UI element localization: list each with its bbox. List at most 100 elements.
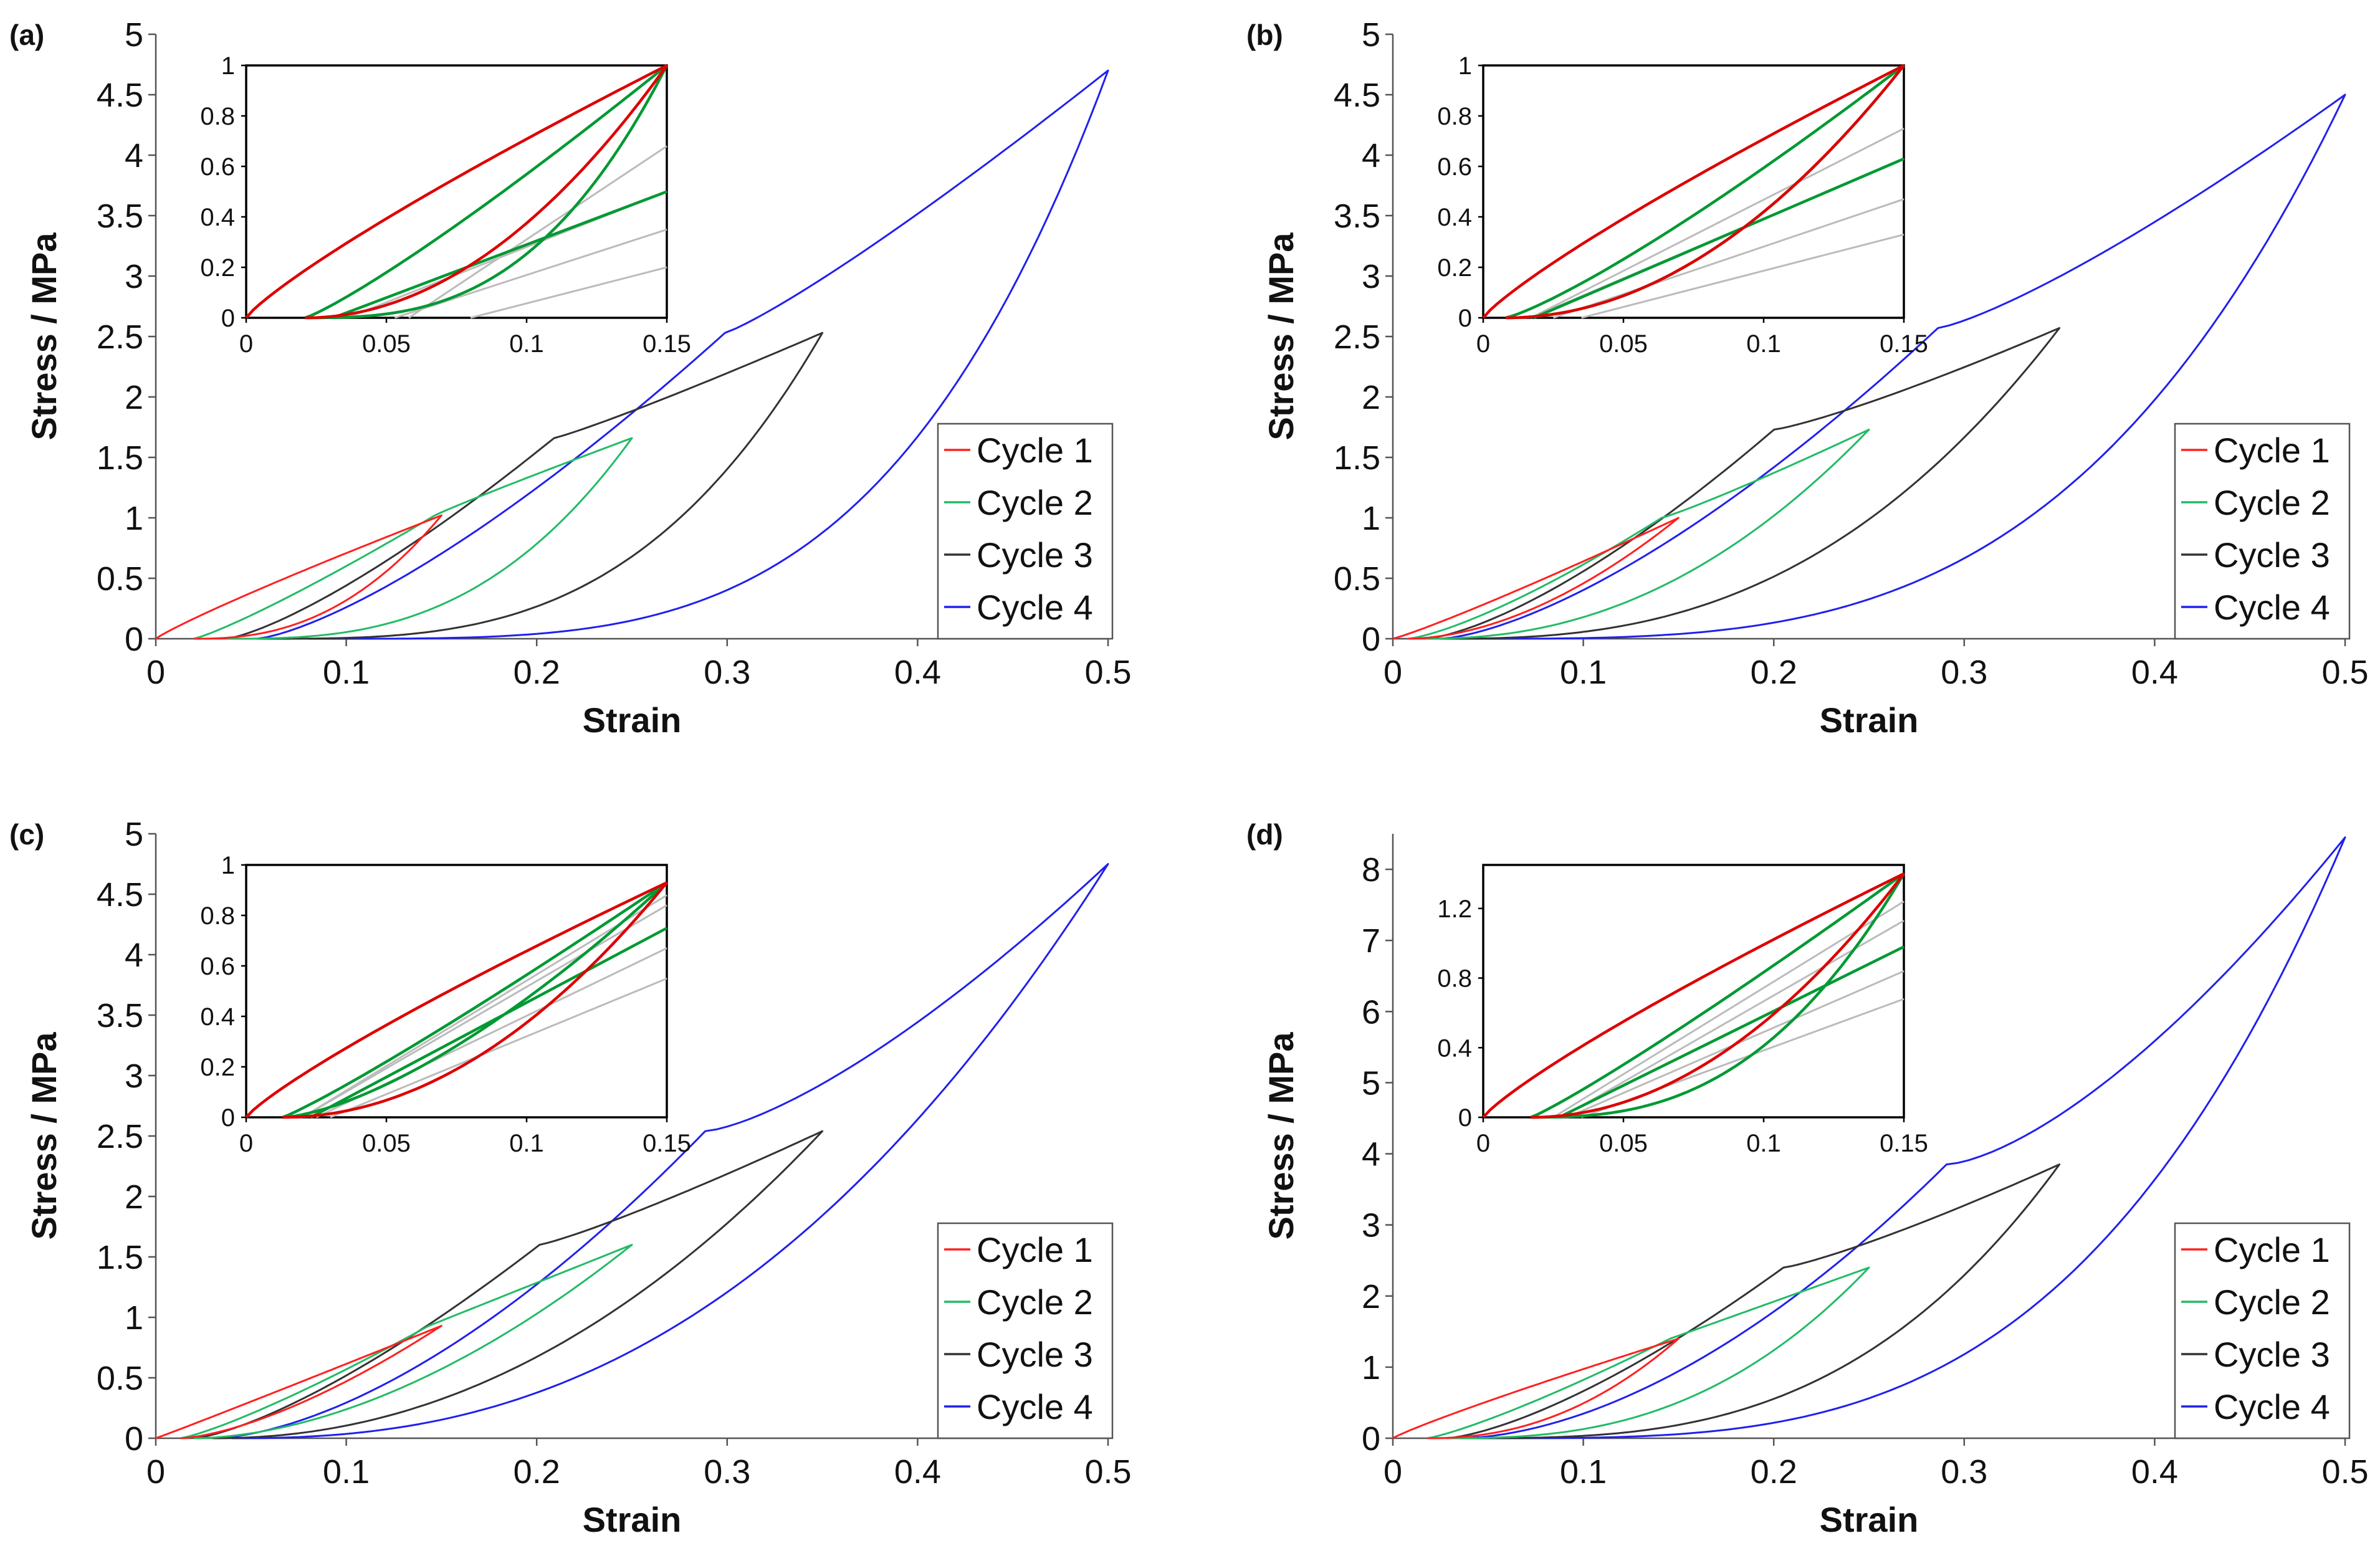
inset-y-tick-label: 0.8 bbox=[1437, 965, 1472, 993]
inset-chart: 0 0.05 0.1 0.15 0 0.2 0.4 0.6 0.8 1 bbox=[200, 852, 691, 1157]
x-tick-label: 0 bbox=[146, 654, 165, 691]
inset-frame bbox=[245, 64, 668, 319]
y-tick-label: 1 bbox=[1362, 500, 1380, 537]
legend-label: Cycle 1 bbox=[977, 431, 1093, 470]
inset-x-tick-label: 0.05 bbox=[1599, 330, 1648, 358]
legend-box bbox=[2174, 422, 2351, 640]
y-tick-label: 1 bbox=[125, 500, 143, 537]
x-axis-title: Strain bbox=[583, 700, 682, 740]
x-axis-title: Strain bbox=[1820, 1500, 1919, 1539]
series-line-cycle-3 bbox=[1425, 327, 2061, 640]
legend-label: Cycle 4 bbox=[977, 588, 1093, 627]
y-tick-label: 2.5 bbox=[1334, 318, 1380, 356]
legend-label: Cycle 2 bbox=[2214, 483, 2330, 522]
y-tick-label: 0 bbox=[125, 621, 143, 658]
y-tick-label: 2 bbox=[125, 379, 143, 416]
y-tick-label: 3 bbox=[125, 1057, 143, 1095]
inset-y-tick-label: 0 bbox=[221, 305, 235, 332]
y-tick-label: 4 bbox=[1362, 137, 1380, 174]
series-line-cycle-3 bbox=[226, 332, 824, 640]
inset-frame bbox=[1482, 64, 1905, 319]
y-tick-label: 5 bbox=[1362, 1064, 1380, 1102]
series-line-cycle-2 bbox=[1427, 1266, 1870, 1439]
y-tick-label: 3.5 bbox=[97, 198, 143, 235]
inset-y-tick-label: 0.2 bbox=[1437, 254, 1472, 282]
legend-label: Cycle 4 bbox=[2214, 1387, 2330, 1426]
inset-y-tick-label: 1 bbox=[221, 52, 235, 80]
panel-label: (c) bbox=[9, 818, 44, 851]
inset-chart: 0 0.05 0.1 0.15 0 0.2 0.4 0.6 0.8 1 bbox=[1437, 52, 1928, 358]
panel-label: (a) bbox=[9, 19, 44, 51]
y-tick-label: 6 bbox=[1362, 993, 1380, 1031]
inset-y-tick-label: 0.4 bbox=[1437, 1034, 1472, 1062]
inset-y-tick-label: 0.8 bbox=[200, 103, 235, 130]
inset-x-tick-label: 0.05 bbox=[362, 330, 411, 358]
y-tick-label: 4.5 bbox=[97, 876, 143, 914]
series-line-cycle-2 bbox=[193, 437, 633, 640]
y-tick-label: 1.5 bbox=[97, 1239, 143, 1276]
legend-label: Cycle 2 bbox=[977, 483, 1093, 522]
x-tick-label: 0.1 bbox=[1560, 654, 1607, 691]
x-tick-label: 0.4 bbox=[894, 1453, 941, 1491]
y-tick-label: 4 bbox=[125, 937, 143, 974]
inset-y-tick-label: 0.2 bbox=[200, 1054, 235, 1081]
inset-y-tick-label: 0.2 bbox=[200, 254, 235, 282]
inset-x-tick-label: 0.15 bbox=[1880, 330, 1928, 358]
inset-x-tick-label: 0.15 bbox=[643, 330, 691, 358]
inset-x-tick-label: 0.15 bbox=[1880, 1130, 1928, 1157]
x-tick-label: 0.4 bbox=[2131, 654, 2178, 691]
series-line-cycle-4 bbox=[1459, 836, 2346, 1439]
inset-grey-line bbox=[1553, 198, 1904, 319]
inset-y-tick-label: 0.6 bbox=[200, 153, 235, 181]
inset-x-tick-label: 0.1 bbox=[509, 1130, 544, 1157]
inset-chart: 0 0.05 0.1 0.15 0 0.2 0.4 0.6 0.8 1 bbox=[200, 52, 691, 358]
y-tick-label: 2.5 bbox=[97, 1118, 143, 1155]
x-axis-title: Strain bbox=[583, 1500, 682, 1539]
inset-cycle-2-reload bbox=[332, 190, 667, 320]
inset-x-tick-label: 0 bbox=[1476, 330, 1490, 358]
series-line-cycle-3 bbox=[1446, 1163, 2061, 1439]
x-tick-label: 0.4 bbox=[2131, 1453, 2178, 1491]
inset-grey-line bbox=[1581, 233, 1904, 319]
inset-y-tick-label: 0.4 bbox=[200, 1003, 235, 1031]
y-tick-label: 4 bbox=[1362, 1136, 1380, 1173]
y-tick-label: 8 bbox=[1362, 851, 1380, 889]
y-tick-label: 5 bbox=[1362, 16, 1380, 54]
inset-x-tick-label: 0.15 bbox=[643, 1130, 691, 1157]
x-tick-label: 0.5 bbox=[1084, 654, 1131, 691]
series-line-cycle-2 bbox=[180, 1244, 633, 1439]
y-tick-label: 4 bbox=[125, 137, 143, 174]
x-tick-label: 0.2 bbox=[1751, 1453, 1797, 1491]
inset-y-tick-label: 0 bbox=[221, 1104, 235, 1132]
panel-label: (b) bbox=[1246, 19, 1283, 51]
inset-x-tick-label: 0.05 bbox=[362, 1130, 411, 1157]
y-tick-label: 3.5 bbox=[97, 997, 143, 1034]
inset-cycle-2-reload bbox=[310, 927, 668, 1119]
inset-y-tick-label: 1.2 bbox=[1437, 895, 1472, 923]
panel-label: (d) bbox=[1246, 818, 1283, 851]
y-tick-label: 1 bbox=[125, 1299, 143, 1337]
inset-y-tick-label: 0.4 bbox=[200, 204, 235, 231]
inset-cycle-1-loop bbox=[1482, 872, 1905, 1119]
inset-cycle-2-reload bbox=[1533, 157, 1904, 320]
y-tick-label: 2 bbox=[1362, 379, 1380, 416]
y-tick-label: 0 bbox=[1362, 621, 1380, 658]
x-tick-label: 0.2 bbox=[514, 1453, 560, 1491]
inset-grey-line bbox=[330, 977, 667, 1119]
chart-panel: (c) 0 0.1 0.2 0.3 0.4 0.5 0 0.5 1 1.5 2 2.5 3 3.5 4 4.5 5… bbox=[9, 816, 1132, 1539]
inset-x-tick-label: 0 bbox=[1476, 1130, 1490, 1157]
x-tick-label: 0 bbox=[1384, 1453, 1402, 1491]
inset-y-tick-label: 1 bbox=[221, 852, 235, 879]
inset-y-tick-label: 0.6 bbox=[200, 953, 235, 980]
inset-x-tick-label: 0.1 bbox=[1746, 330, 1781, 358]
series-line-cycle-1 bbox=[155, 1325, 442, 1439]
legend-label: Cycle 3 bbox=[2214, 535, 2330, 575]
legend-box bbox=[937, 422, 1114, 640]
y-tick-label: 4.5 bbox=[97, 77, 143, 114]
series-line-cycle-1 bbox=[1392, 517, 1680, 640]
chart-panel: (a) 0 0.1 0.2 0.3 0.4 0.5 0 0.5 1 1.5 2 2.5 3 3.5 4 4.5 5… bbox=[9, 16, 1132, 740]
x-tick-label: 0.5 bbox=[1084, 1453, 1131, 1491]
inset-y-tick-label: 0.8 bbox=[1437, 103, 1472, 130]
inset-cycle-1-loop bbox=[245, 64, 668, 320]
y-tick-label: 5 bbox=[125, 16, 143, 54]
